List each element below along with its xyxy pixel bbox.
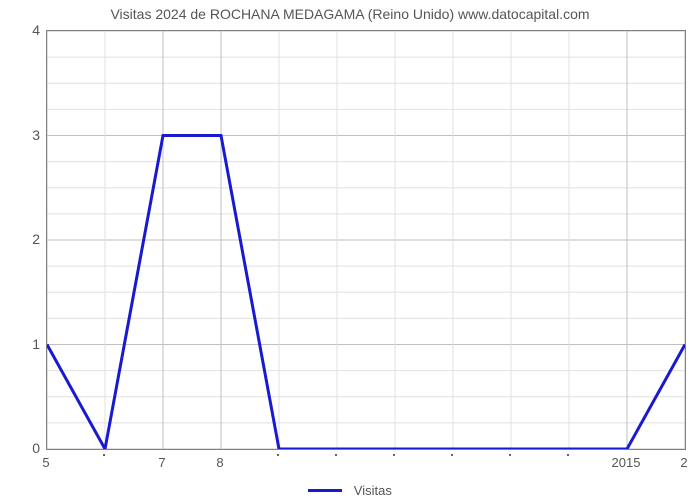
legend: Visitas <box>0 482 700 498</box>
y-tick: 3 <box>10 127 40 143</box>
x-minor-tick <box>567 454 569 456</box>
chart-container: Visitas 2024 de ROCHANA MEDAGAMA (Reino … <box>0 0 700 500</box>
plot-svg <box>47 31 685 449</box>
plot-area <box>46 30 686 450</box>
x-minor-tick <box>509 454 511 456</box>
y-tick: 1 <box>10 336 40 352</box>
x-tick: 2015 <box>612 455 641 470</box>
legend-label: Visitas <box>354 483 392 498</box>
y-tick: 0 <box>10 440 40 456</box>
x-tick: 2 <box>680 455 687 470</box>
x-tick: 7 <box>158 455 165 470</box>
legend-swatch <box>308 489 342 492</box>
y-tick: 4 <box>10 22 40 38</box>
x-minor-tick <box>393 454 395 456</box>
x-minor-tick <box>451 454 453 456</box>
y-tick: 2 <box>10 231 40 247</box>
x-tick: 8 <box>216 455 223 470</box>
x-minor-tick <box>335 454 337 456</box>
chart-title: Visitas 2024 de ROCHANA MEDAGAMA (Reino … <box>0 6 700 22</box>
x-minor-tick <box>103 454 105 456</box>
x-tick: 5 <box>42 455 49 470</box>
x-minor-tick <box>277 454 279 456</box>
